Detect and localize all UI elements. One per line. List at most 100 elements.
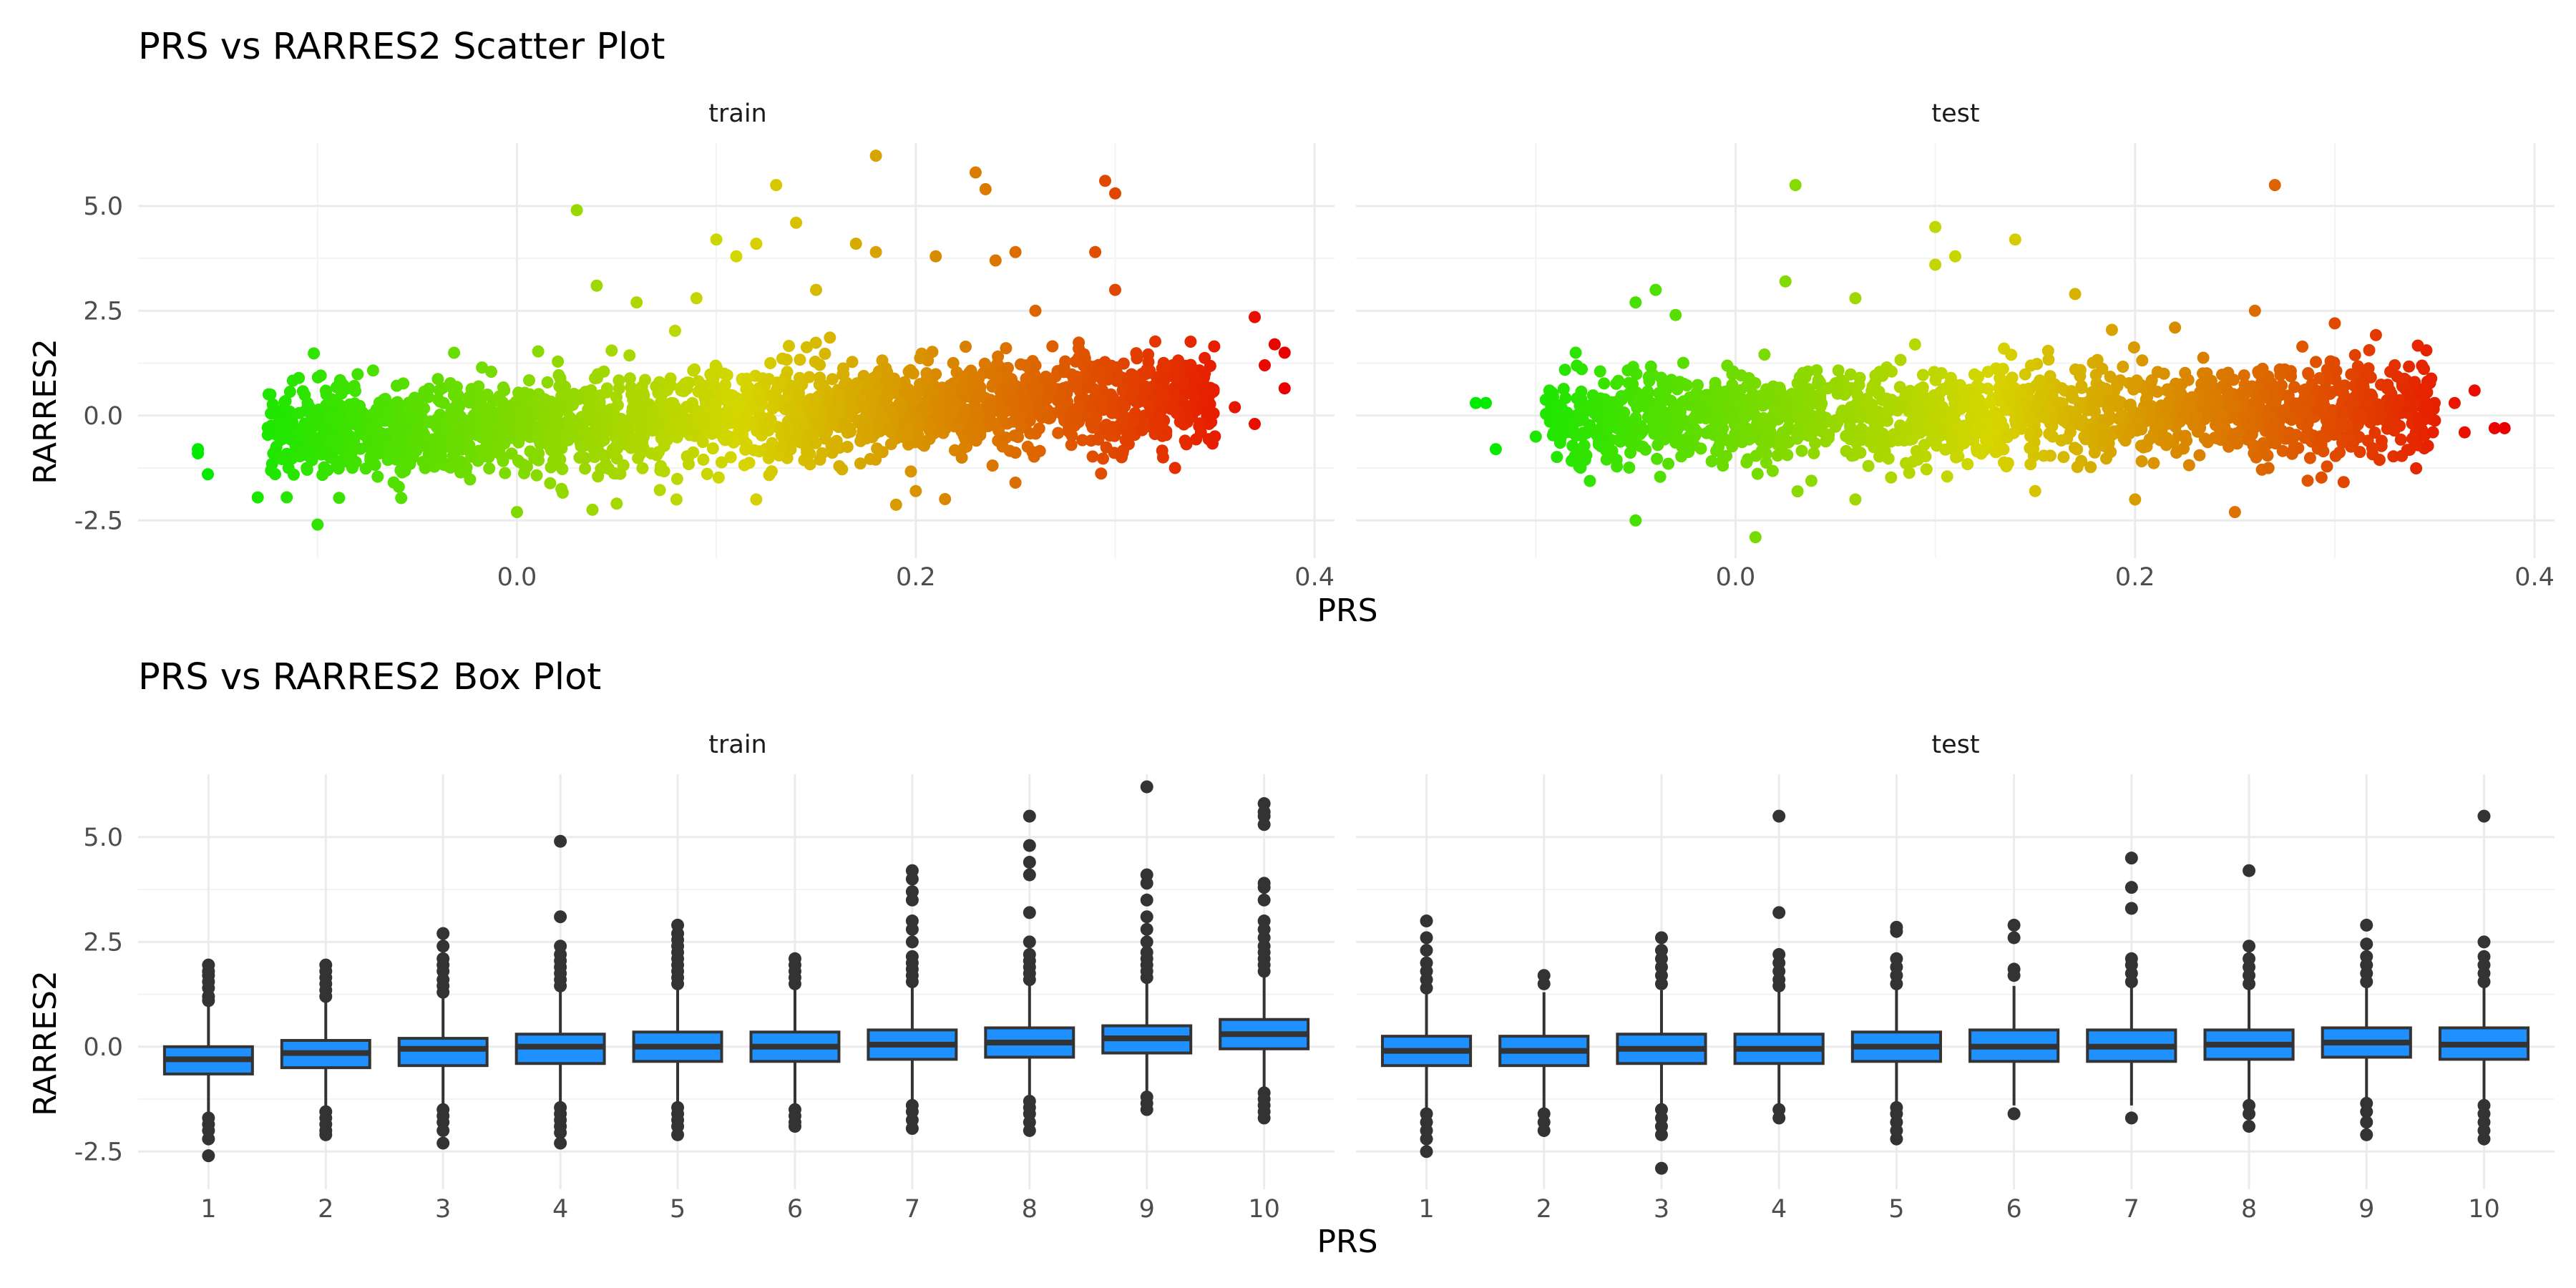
scatter-point: [793, 371, 806, 384]
scatter-point: [2301, 474, 2314, 487]
scatter-point: [2488, 421, 2501, 434]
scatter-point: [972, 409, 985, 422]
scatter-point: [726, 398, 738, 411]
scatter-point: [1757, 399, 1770, 412]
scatter-point: [438, 419, 451, 431]
scatter-point: [653, 484, 666, 497]
scatter-point: [516, 406, 529, 419]
box-outlier: [202, 1132, 215, 1146]
scatter-point: [1091, 368, 1103, 381]
scatter-point: [414, 422, 426, 435]
scatter-point: [841, 441, 854, 453]
scatter-point: [1849, 493, 1862, 506]
box-outlier: [1890, 920, 1903, 934]
scatter-point: [1796, 379, 1809, 391]
box-7: [867, 864, 958, 1136]
scatter-point: [1069, 409, 1082, 422]
scatter-point: [431, 373, 444, 386]
scatter-point: [1812, 377, 1824, 390]
scatter-point: [2298, 431, 2311, 444]
scatter-point: [1172, 354, 1185, 367]
scatter-point: [670, 493, 683, 506]
scatter-point: [505, 409, 518, 422]
scatter-point: [1614, 419, 1627, 432]
scatter-point: [2193, 449, 2206, 462]
x-tick-label: 3: [1654, 1195, 1669, 1224]
scatter-point: [1648, 427, 1661, 440]
scatter-point: [720, 415, 733, 427]
scatter-point: [2044, 370, 2057, 383]
x-tick-label: 2: [318, 1195, 333, 1224]
box-outlier: [1023, 839, 1036, 852]
scatter-point: [800, 341, 813, 353]
box-outlier: [436, 940, 450, 953]
scatter-point: [2273, 363, 2286, 376]
box-outlier: [554, 1136, 567, 1150]
scatter-point: [2268, 382, 2280, 395]
scatter-point: [1820, 435, 1832, 448]
scatter-point: [1070, 379, 1083, 391]
scatter-point: [1600, 396, 1613, 409]
scatter-point: [299, 447, 312, 459]
scatter-point: [781, 366, 794, 379]
box-outlier: [2243, 1120, 2256, 1133]
scatter-point: [625, 388, 638, 401]
scatter-point: [1759, 389, 1772, 402]
scatter-point: [1489, 443, 1502, 456]
scatter-point: [2054, 396, 2066, 409]
scatter-point: [2426, 426, 2439, 439]
scatter-point: [1202, 433, 1215, 446]
scatter-point: [275, 453, 288, 465]
box-1: [1380, 914, 1473, 1158]
scatter-point: [1109, 283, 1121, 296]
scatter-point: [251, 491, 264, 504]
scatter-point: [1594, 440, 1607, 453]
scatter-point: [1088, 383, 1101, 396]
scatter-point: [889, 410, 902, 423]
scatter-point: [2351, 360, 2364, 373]
scatter-point: [1861, 401, 1874, 414]
scatter-point: [2296, 340, 2309, 353]
scatter-point: [2328, 317, 2341, 330]
box-7: [2086, 852, 2177, 1125]
scatter-point: [2215, 418, 2228, 431]
scatter-point: [1862, 430, 1875, 443]
scatter-point: [1807, 447, 1820, 459]
scatter-point: [1199, 385, 1211, 398]
scatter-point: [2065, 385, 2078, 398]
scatter-point: [1719, 385, 1732, 398]
scatter-point: [2362, 362, 2375, 375]
scatter-point: [497, 433, 510, 446]
scatter-point: [836, 463, 849, 476]
scatter-point: [343, 398, 356, 411]
scatter-point: [1944, 371, 1957, 384]
scatter-point: [2185, 391, 2198, 404]
scatter-point: [992, 350, 1005, 363]
scatter-point: [611, 399, 624, 411]
scatter-point: [600, 386, 613, 399]
box-outlier: [671, 1128, 685, 1141]
scatter-point: [267, 401, 280, 414]
scatter-point: [819, 347, 831, 360]
scatter-point: [1136, 424, 1148, 436]
scatter-point: [1029, 304, 1042, 317]
scatter-point: [192, 443, 205, 456]
scatter-point: [636, 396, 648, 409]
scatter-point: [939, 416, 952, 429]
x-tick-label: 9: [2358, 1195, 2374, 1224]
scatter-point: [1159, 372, 1171, 385]
scatter-point: [807, 401, 820, 414]
scatter-point: [2421, 439, 2434, 452]
scatter-point: [904, 465, 917, 478]
scatter-point: [1669, 308, 1682, 321]
scatter-point: [570, 204, 583, 217]
box-4: [1733, 809, 1825, 1125]
box-outlier: [905, 935, 919, 949]
box-panel-train: train -2.5 0.0 2.5 5.0 1 2 3 4 5 6 7 8 9 10: [74, 731, 1335, 1224]
scatter-point: [2039, 411, 2051, 424]
scatter-point: [2403, 360, 2416, 373]
scatter-point: [1929, 220, 1942, 233]
scatter-point: [688, 363, 701, 376]
box-outlier: [1023, 906, 1036, 919]
box-outlier: [1023, 1123, 1036, 1137]
